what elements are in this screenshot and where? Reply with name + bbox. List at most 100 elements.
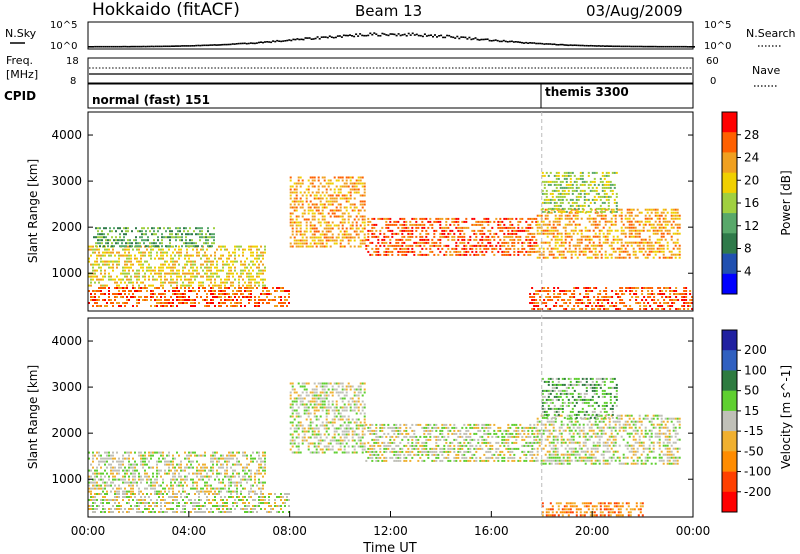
noise-point bbox=[636, 45, 639, 48]
noise-point bbox=[324, 36, 327, 38]
ytick-label: 2000 bbox=[51, 220, 82, 234]
colorbar-swatch bbox=[722, 112, 737, 133]
noise-point bbox=[164, 45, 167, 48]
noise-point bbox=[227, 43, 230, 46]
noise-point bbox=[138, 45, 141, 48]
noise-point bbox=[434, 34, 436, 36]
noise-point bbox=[470, 38, 473, 41]
colorbar-tick-label: 16 bbox=[744, 196, 759, 210]
noise-point bbox=[132, 45, 135, 48]
noise-point bbox=[599, 45, 602, 47]
noise-point bbox=[88, 46, 90, 48]
noise-point bbox=[345, 34, 347, 37]
noise-point bbox=[191, 45, 194, 47]
noise-point bbox=[183, 45, 186, 47]
noise-point bbox=[684, 45, 687, 48]
noise-point bbox=[468, 36, 471, 39]
freq-label-2: [MHz] bbox=[6, 68, 38, 81]
colorbar-tick-label: -100 bbox=[744, 465, 771, 479]
noise-point bbox=[500, 40, 503, 43]
noise-point bbox=[604, 45, 606, 47]
noise-point bbox=[425, 35, 428, 37]
ytick-label: 1000 bbox=[51, 266, 82, 280]
colorbar-swatch bbox=[722, 213, 737, 234]
colorbar-tick-label: 100 bbox=[744, 363, 767, 377]
noise-point bbox=[496, 39, 499, 42]
noise-point bbox=[486, 38, 489, 40]
noise-point bbox=[367, 34, 370, 37]
noise-point bbox=[162, 45, 165, 48]
time-axis-label: Time UT bbox=[362, 541, 416, 554]
noise-point bbox=[571, 44, 574, 47]
noise-point bbox=[472, 38, 475, 40]
noise-point bbox=[249, 42, 252, 44]
noise-point bbox=[680, 45, 683, 48]
noise-point bbox=[284, 40, 287, 42]
noise-point bbox=[225, 43, 228, 46]
noise-point bbox=[466, 38, 469, 40]
noise-point bbox=[258, 41, 260, 44]
noise-point bbox=[517, 41, 519, 43]
noise-point bbox=[454, 37, 457, 39]
noise-point bbox=[693, 46, 695, 48]
noise-point bbox=[458, 37, 461, 40]
noise-point bbox=[262, 41, 264, 44]
noise-point bbox=[199, 44, 202, 47]
noise-point bbox=[235, 43, 238, 45]
noise-point bbox=[292, 38, 295, 41]
noise-point bbox=[674, 45, 677, 48]
noise-point bbox=[608, 45, 610, 47]
noise-point bbox=[668, 45, 671, 48]
noise-point bbox=[245, 42, 248, 45]
noise-point bbox=[547, 43, 550, 45]
noise-point bbox=[92, 46, 94, 48]
noise-point bbox=[553, 43, 556, 45]
noise-point bbox=[691, 46, 693, 48]
colorbar-tick-label: 15 bbox=[744, 404, 759, 418]
noise-point bbox=[504, 40, 507, 43]
cpid-strip-frame bbox=[87, 83, 694, 109]
xtick-label: 08:00 bbox=[272, 524, 307, 538]
noise-point bbox=[601, 45, 604, 47]
noise-point bbox=[405, 35, 408, 37]
noise-point bbox=[559, 43, 562, 46]
noise-point bbox=[583, 44, 586, 47]
noise-point bbox=[296, 38, 299, 40]
ytick-label: 3000 bbox=[51, 380, 82, 394]
noise-point bbox=[494, 39, 497, 41]
noise-point bbox=[448, 34, 451, 37]
noise-point bbox=[464, 36, 467, 39]
noise-point bbox=[492, 39, 495, 42]
colorbar-swatch bbox=[722, 192, 737, 214]
noise-point bbox=[211, 44, 214, 46]
noise-point bbox=[411, 32, 414, 35]
noise-point bbox=[114, 45, 117, 48]
colorbar-tick-label: 12 bbox=[744, 219, 759, 233]
noise-point bbox=[593, 45, 596, 47]
noise-point bbox=[508, 40, 511, 43]
freq-left-top-tick: 18 bbox=[66, 56, 79, 67]
power-echoes bbox=[88, 171, 694, 310]
noise-point bbox=[209, 44, 212, 46]
echo-band bbox=[93, 227, 215, 248]
noise-point bbox=[142, 45, 145, 48]
noise-point bbox=[389, 33, 392, 35]
ytick-label: 4000 bbox=[51, 334, 82, 348]
noise-point bbox=[179, 45, 182, 47]
freq-label-1: Freq. bbox=[6, 54, 33, 67]
noise-point bbox=[628, 45, 631, 48]
power-panel-frame bbox=[87, 111, 694, 312]
noise-point bbox=[383, 33, 386, 35]
noise-point bbox=[391, 33, 394, 35]
noise-point bbox=[474, 37, 477, 39]
noise-point bbox=[288, 39, 291, 41]
noise-point bbox=[108, 45, 111, 48]
noise-point bbox=[644, 45, 647, 48]
noise-point bbox=[381, 32, 384, 35]
beam-title: Beam 13 bbox=[355, 2, 422, 20]
noise-point bbox=[173, 45, 175, 47]
noise-point bbox=[432, 35, 434, 38]
noise-point bbox=[440, 34, 443, 37]
noise-point bbox=[355, 33, 358, 35]
noise-point bbox=[488, 39, 491, 42]
